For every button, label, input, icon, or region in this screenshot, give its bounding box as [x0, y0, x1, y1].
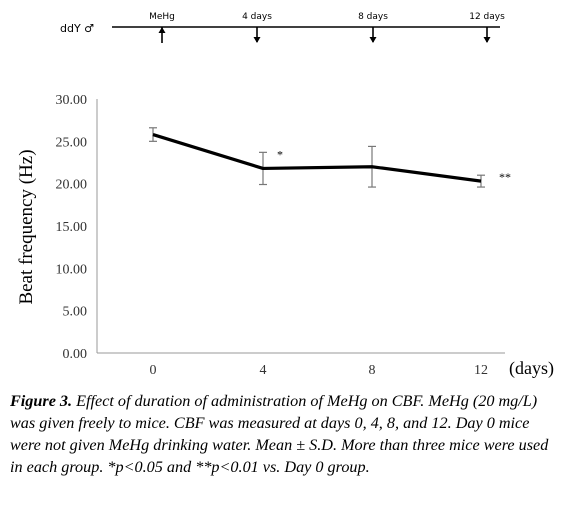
timeline-event: MeHg: [149, 12, 175, 43]
error-bars: [149, 127, 485, 188]
significance-marker: *: [277, 147, 283, 161]
significance-marker: **: [499, 170, 511, 184]
x-tick-label: 12: [474, 363, 488, 378]
y-tick-label: 5.00: [63, 305, 88, 320]
timeline-event: 4 days: [242, 12, 272, 43]
x-axis-unit-label: (days): [509, 358, 554, 379]
timeline-event-label: 12 days: [469, 12, 505, 22]
arrow-up-icon: [158, 27, 166, 43]
timeline-event-label: 4 days: [242, 12, 272, 22]
timeline-events: MeHg 4 days 8 days 12 days: [149, 12, 505, 43]
series-line: [152, 133, 482, 183]
mouse-label: ddY ♂: [60, 22, 94, 35]
y-tick-label: 20.00: [56, 178, 88, 193]
arrow-down-icon: [483, 27, 491, 43]
figure-caption: Figure 3. Effect of duration of administ…: [10, 390, 562, 478]
timeline: ddY ♂ MeHg 4 days 8 days 12 days: [60, 12, 505, 43]
x-tick-label: 4: [260, 363, 267, 378]
y-ticks: 0.00 5.00 10.00 15.00 20.00 25.00 30.00: [56, 93, 88, 362]
timeline-event-label: MeHg: [149, 12, 175, 22]
x-ticks: 0 4 8 12: [150, 363, 489, 378]
y-tick-label: 30.00: [56, 93, 88, 108]
caption-text: Effect of duration of administration of …: [10, 392, 549, 476]
y-tick-label: 0.00: [63, 347, 88, 362]
arrow-down-icon: [253, 27, 261, 43]
arrow-down-icon: [369, 27, 377, 43]
x-tick-label: 0: [150, 363, 157, 378]
y-tick-label: 25.00: [56, 135, 88, 150]
timeline-event-label: 8 days: [358, 12, 388, 22]
caption-label: Figure 3.: [10, 392, 73, 410]
annotations: ***: [277, 147, 511, 184]
timeline-event: 12 days: [469, 12, 505, 43]
y-axis-label: Beat frequency (Hz): [16, 149, 37, 304]
timeline-event: 8 days: [358, 12, 388, 43]
x-tick-label: 8: [369, 363, 376, 378]
y-tick-label: 10.00: [56, 262, 88, 277]
y-tick-label: 15.00: [56, 220, 88, 235]
